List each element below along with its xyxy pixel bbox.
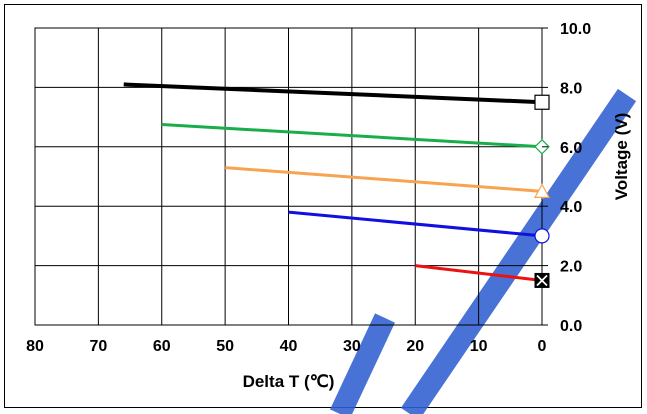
- series-marker-1: [534, 94, 550, 110]
- x-tick-label: 50: [216, 338, 234, 355]
- y-tick-label: 4.0: [560, 199, 582, 216]
- y-tick-label: 10.0: [560, 21, 591, 38]
- x-tick-label: 40: [280, 338, 298, 355]
- series-line-1: [123, 82, 543, 105]
- series-line-2: [161, 123, 543, 149]
- grid-lines: [34, 27, 543, 326]
- x-tick-label: 70: [89, 338, 107, 355]
- marker-layer: [533, 94, 551, 288]
- x-tick-label: 30: [343, 338, 361, 355]
- y-axis-label: Voltage (V): [612, 113, 631, 201]
- series-marker-5: [534, 272, 550, 288]
- plot-area: [34, 27, 543, 326]
- series-line-5: [415, 264, 543, 282]
- series-marker-4: [534, 228, 550, 244]
- watermark-stroke-secondary: [330, 313, 395, 414]
- watermark-stroke: [400, 88, 637, 414]
- series-layer: [123, 82, 543, 282]
- x-axis-label: Delta T (℃): [243, 372, 335, 391]
- x-axis-ticks: 80 70 60 50 40 30 20 10 0: [26, 338, 546, 355]
- series-line-4: [288, 210, 543, 238]
- x-tick-label: 10: [470, 338, 488, 355]
- series-marker-3: [533, 183, 551, 198]
- x-tick-label: 60: [153, 338, 171, 355]
- y-tick-label: 2.0: [560, 259, 582, 276]
- x-tick-label: 80: [26, 338, 44, 355]
- y-tick-label: 0.0: [560, 318, 582, 335]
- y-axis-ticks: 0.0 2.0 4.0 6.0 8.0 10.0: [542, 21, 591, 335]
- y-tick-label: 6.0: [560, 140, 582, 157]
- x-tick-label: 20: [406, 338, 424, 355]
- x-tick-label: 0: [538, 338, 547, 355]
- series-line-3: [225, 166, 543, 193]
- y-tick-label: 8.0: [560, 80, 582, 97]
